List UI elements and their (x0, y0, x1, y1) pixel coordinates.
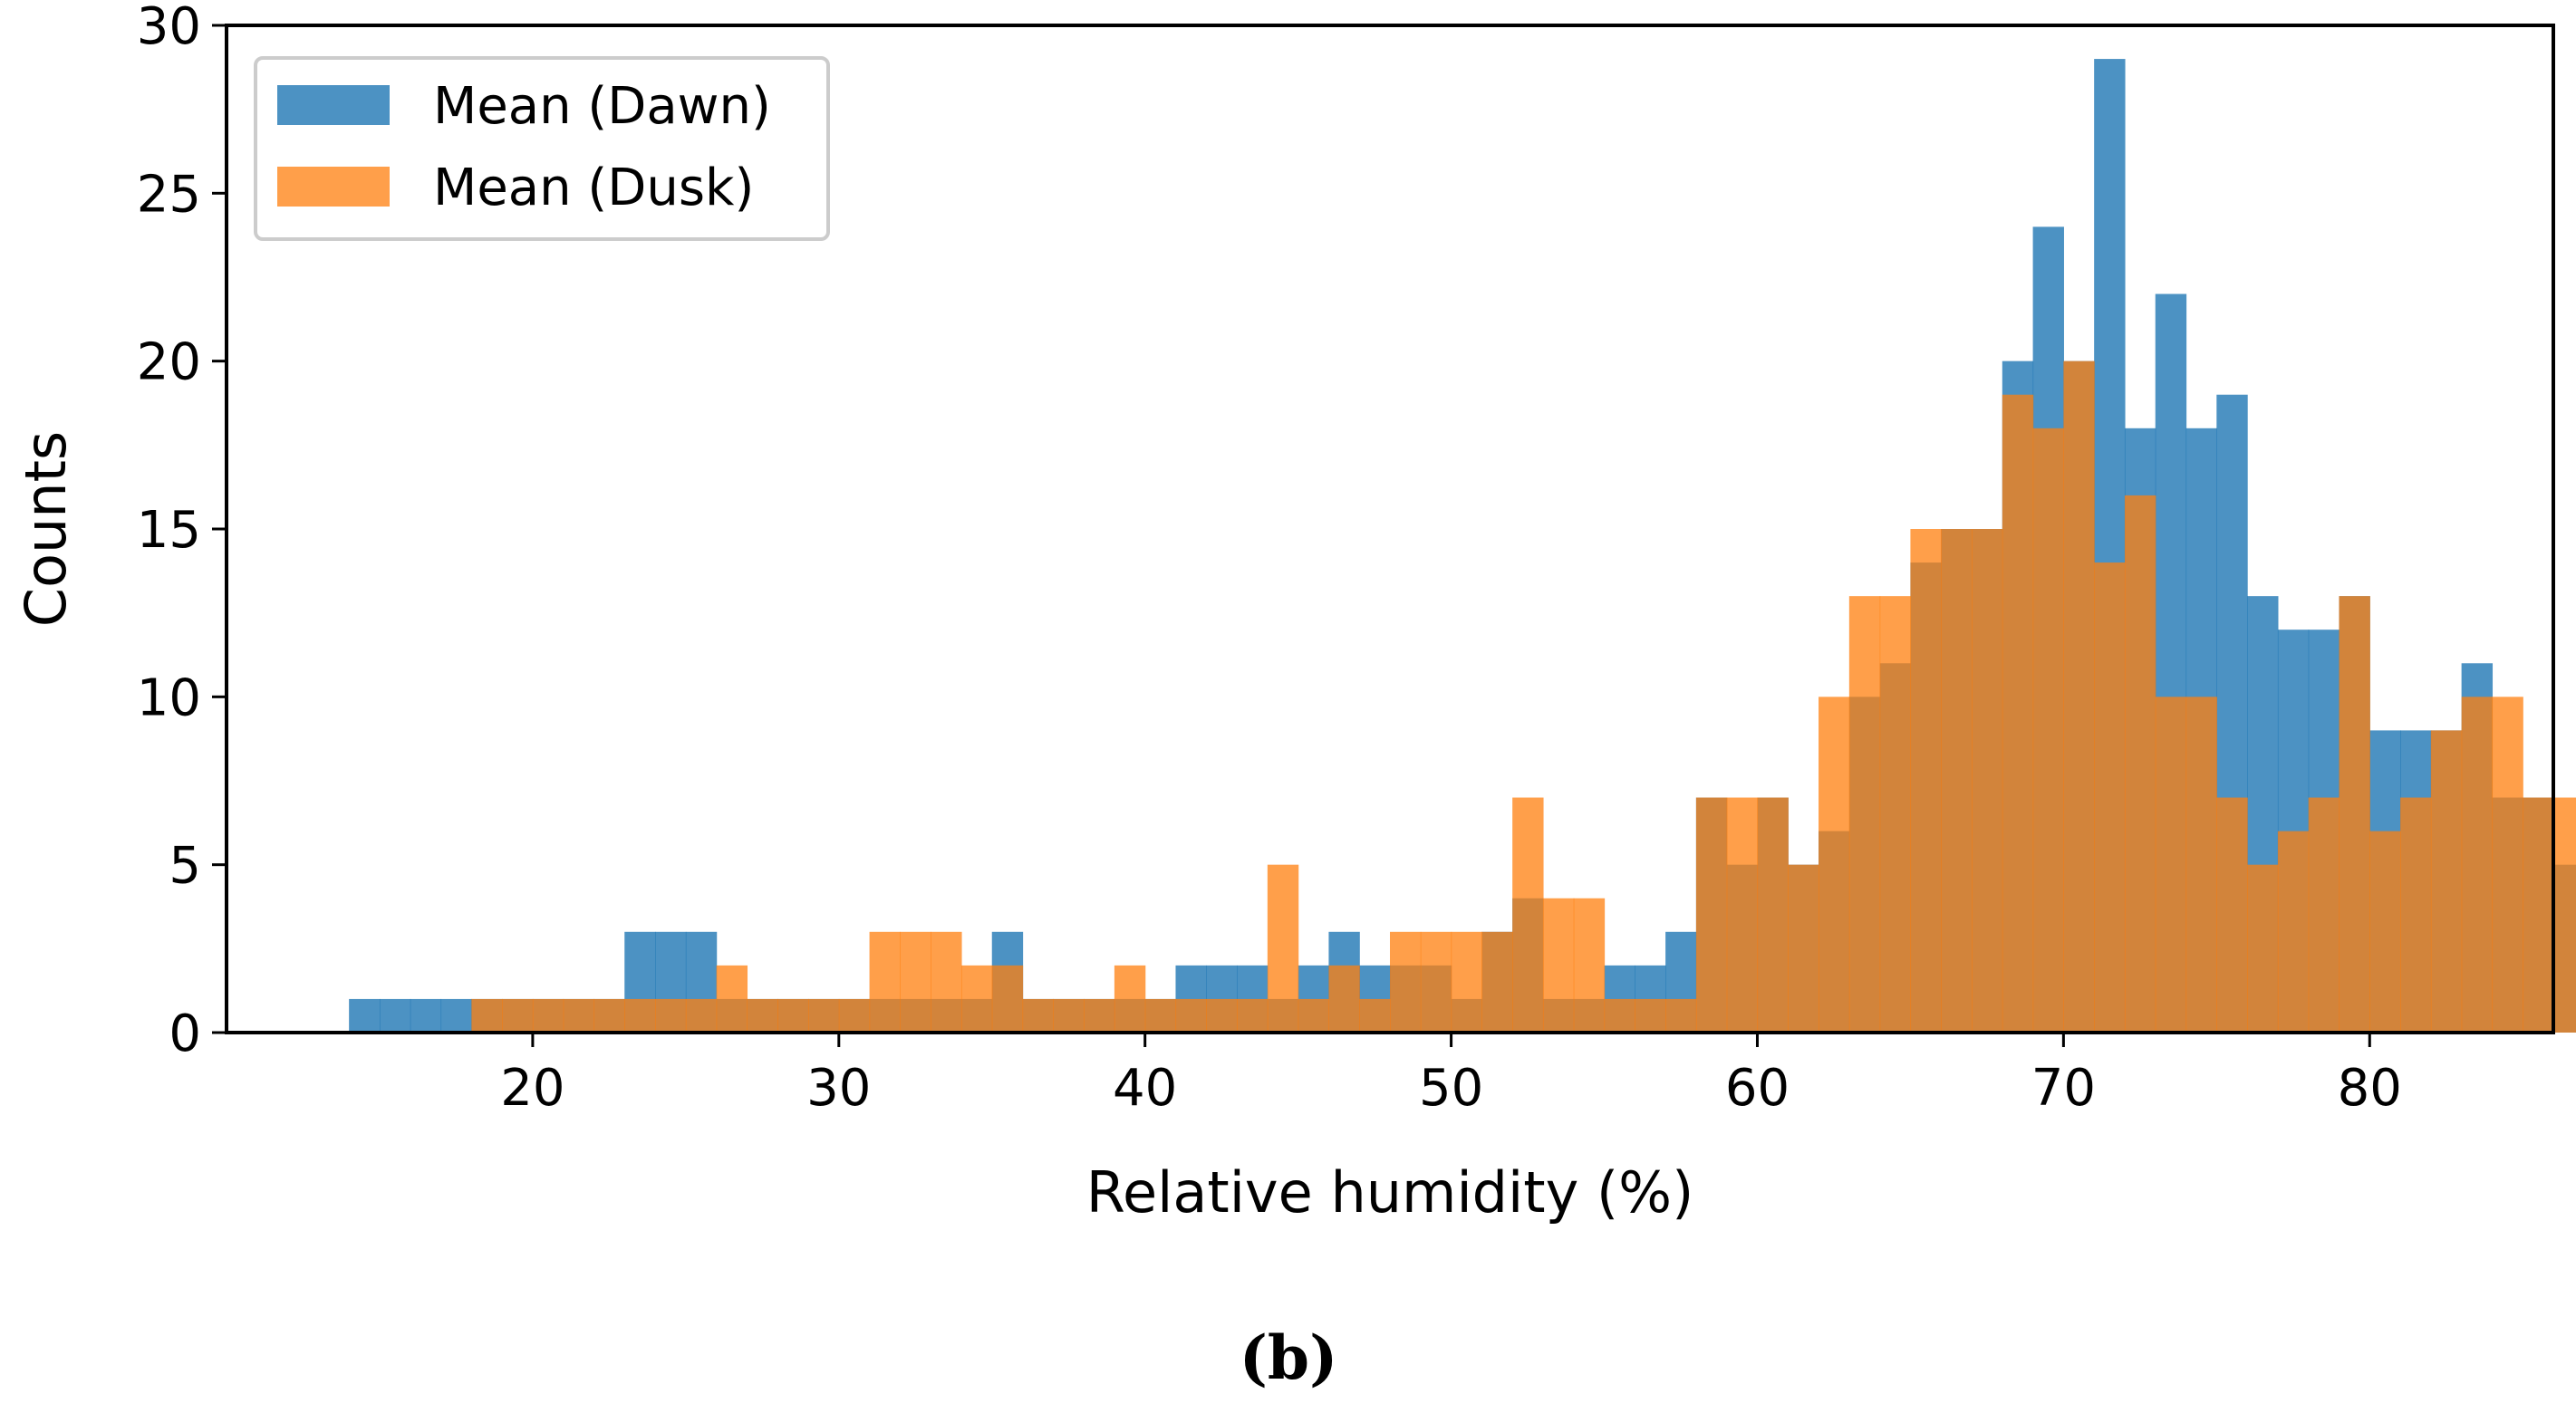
bar-mean-dusk-35 (991, 965, 1024, 1033)
bar-mean-dusk-67 (1972, 529, 2003, 1033)
bar-mean-dusk-30 (838, 998, 871, 1033)
y-axis-label: Counts (13, 431, 79, 627)
bar-mean-dawn-16 (410, 998, 442, 1033)
bar-mean-dusk-22 (593, 998, 625, 1033)
bar-mean-dusk-82 (2430, 730, 2463, 1033)
legend-swatch-dusk (277, 167, 390, 207)
bar-mean-dusk-78 (2308, 797, 2340, 1033)
bar-mean-dusk-27 (747, 998, 778, 1033)
bar-mean-dusk-68 (2002, 394, 2034, 1033)
bar-mean-dusk-83 (2461, 697, 2494, 1033)
bar-mean-dusk-52 (1512, 797, 1544, 1033)
bar-mean-dusk-19 (502, 998, 534, 1033)
legend-label-dusk: Mean (Dusk) (433, 159, 754, 217)
y-tick-label-5: 5 (169, 837, 201, 896)
bars-layer (349, 59, 2576, 1033)
bar-mean-dusk-75 (2216, 797, 2248, 1033)
bar-mean-dusk-65 (1910, 529, 1942, 1033)
bar-mean-dusk-34 (960, 965, 993, 1033)
x-tick-label-20: 20 (500, 1059, 564, 1118)
bar-mean-dusk-44 (1267, 864, 1299, 1033)
y-tick-label-30: 30 (137, 0, 201, 56)
bar-mean-dusk-32 (900, 931, 931, 1033)
legend-label-dawn: Mean (Dawn) (433, 77, 771, 136)
y-tick-label-20: 20 (137, 333, 201, 392)
bar-mean-dusk-58 (1695, 797, 1728, 1033)
figure-caption: (b) (1240, 1322, 1338, 1393)
bar-mean-dusk-39 (1114, 965, 1146, 1033)
bar-mean-dusk-66 (1941, 529, 1973, 1033)
x-tick-label-70: 70 (2031, 1059, 2096, 1118)
ticks-layer: 20 30 40 50 60 70 80 0 5 10 15 20 25 30 (137, 0, 2402, 1118)
bar-mean-dusk-55 (1604, 998, 1635, 1033)
bar-mean-dusk-50 (1451, 931, 1482, 1033)
bar-mean-dusk-25 (685, 998, 718, 1033)
bar-mean-dusk-36 (1022, 998, 1054, 1033)
bar-mean-dusk-70 (2063, 360, 2095, 1033)
y-tick-label-0: 0 (169, 1004, 201, 1063)
bar-mean-dusk-59 (1726, 797, 1759, 1033)
bar-mean-dusk-38 (1084, 998, 1115, 1033)
bar-mean-dusk-47 (1359, 998, 1391, 1033)
bar-mean-dusk-40 (1144, 998, 1177, 1033)
bar-mean-dusk-84 (2492, 697, 2523, 1033)
bar-mean-dusk-85 (2523, 797, 2554, 1033)
bar-mean-dusk-31 (869, 931, 901, 1033)
bar-mean-dusk-46 (1328, 965, 1360, 1033)
bar-mean-dusk-24 (655, 998, 687, 1033)
y-tick-label-15: 15 (137, 501, 201, 560)
bar-mean-dusk-26 (716, 965, 748, 1033)
x-tick-label-80: 80 (2338, 1059, 2402, 1118)
bar-mean-dusk-42 (1206, 998, 1238, 1033)
bar-mean-dawn-17 (440, 998, 472, 1033)
bar-mean-dusk-49 (1420, 931, 1452, 1033)
bar-mean-dusk-63 (1848, 596, 1881, 1033)
bar-mean-dusk-21 (563, 998, 595, 1033)
bar-mean-dusk-33 (931, 931, 962, 1033)
bar-mean-dusk-56 (1635, 998, 1666, 1033)
bar-mean-dusk-62 (1819, 697, 1850, 1033)
x-tick-label-50: 50 (1419, 1059, 1483, 1118)
bar-mean-dusk-60 (1757, 797, 1789, 1033)
bar-mean-dusk-77 (2277, 831, 2310, 1033)
bar-mean-dusk-72 (2124, 495, 2156, 1033)
x-axis-label: Relative humidity (%) (1086, 1159, 1694, 1226)
bar-mean-dawn-14 (349, 998, 381, 1033)
bar-mean-dusk-53 (1542, 898, 1575, 1033)
x-tick-label-40: 40 (1113, 1059, 1177, 1118)
bar-mean-dusk-57 (1665, 998, 1697, 1033)
x-tick-label-60: 60 (1725, 1059, 1790, 1118)
bar-mean-dusk-37 (1053, 998, 1085, 1033)
legend: Mean (Dawn) Mean (Dusk) (254, 56, 830, 241)
bar-mean-dusk-69 (2032, 428, 2064, 1033)
y-tick-label-10: 10 (137, 668, 201, 727)
bar-mean-dawn-15 (379, 998, 411, 1033)
legend-box (254, 56, 830, 241)
bar-mean-dusk-18 (471, 998, 503, 1033)
bar-mean-dusk-64 (1879, 596, 1912, 1033)
bar-mean-dusk-51 (1481, 931, 1513, 1033)
bar-mean-dusk-86 (2553, 797, 2576, 1033)
bar-mean-dusk-23 (624, 998, 656, 1033)
y-tick-label-25: 25 (137, 165, 201, 224)
bar-mean-dusk-45 (1298, 998, 1330, 1033)
bar-mean-dusk-80 (2369, 831, 2401, 1033)
bar-mean-dusk-81 (2400, 797, 2432, 1033)
bar-mean-dusk-61 (1788, 864, 1819, 1033)
bar-mean-dusk-79 (2339, 596, 2370, 1033)
bar-mean-dusk-71 (2094, 562, 2126, 1033)
bar-mean-dusk-76 (2247, 864, 2279, 1033)
bar-mean-dusk-74 (2185, 697, 2217, 1033)
bar-mean-dusk-28 (777, 998, 809, 1033)
bar-mean-dusk-48 (1390, 931, 1422, 1033)
bar-mean-dusk-54 (1573, 898, 1606, 1033)
bar-mean-dusk-43 (1237, 998, 1269, 1033)
bar-mean-dusk-41 (1175, 998, 1207, 1033)
legend-swatch-dawn (277, 85, 390, 125)
bar-mean-dusk-20 (532, 998, 564, 1033)
bar-mean-dusk-73 (2155, 697, 2187, 1033)
x-tick-label-30: 30 (806, 1059, 871, 1118)
bar-mean-dusk-29 (808, 998, 840, 1033)
